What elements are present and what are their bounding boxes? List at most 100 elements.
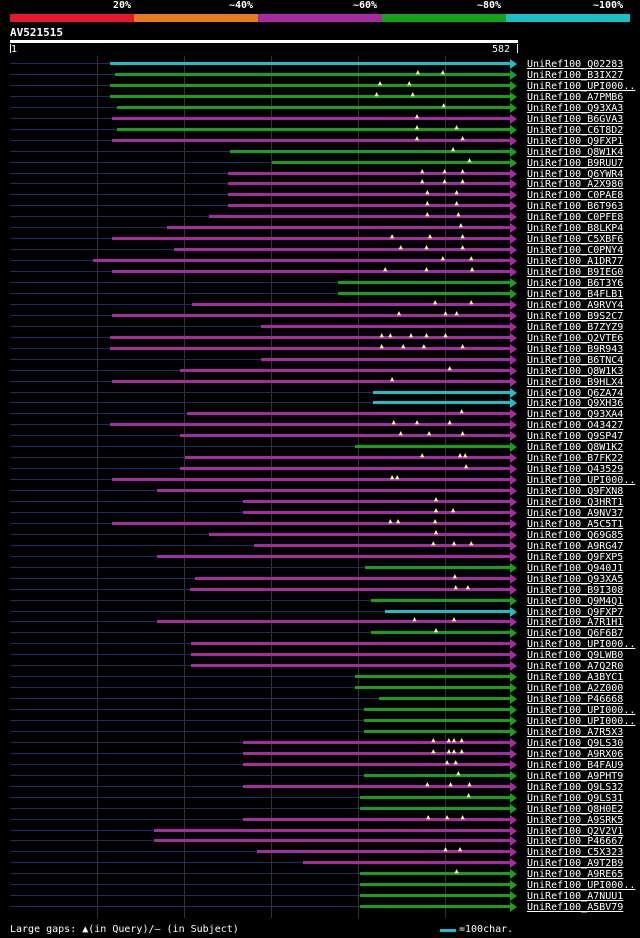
hit-label-link[interactable]: UniRef100_A7Q2R0 [527,661,624,673]
hit-label-link[interactable]: UniRef100_A2Z000 [527,683,624,695]
hit-label-link[interactable]: UniRef100_B3IX27 [527,69,624,81]
hit-alignment-bar[interactable] [192,302,510,306]
hit-alignment-bar[interactable] [337,291,510,295]
hit-alignment-bar[interactable] [112,270,510,274]
hit-label-link[interactable]: UniRef100_B9IEG0 [527,267,624,279]
hit-alignment-bar[interactable] [379,697,510,701]
hit-alignment-bar[interactable] [253,543,510,547]
hit-label-link[interactable]: UniRef100_UPI000.. [527,716,636,727]
hit-alignment-bar[interactable] [109,83,510,87]
hit-label-link[interactable]: UniRef100_B6T3Y6 [527,278,624,289]
hit-alignment-bar[interactable] [271,160,510,164]
hit-label-link[interactable]: UniRef100_C5XBF6 [527,234,624,246]
hit-alignment-bar[interactable] [109,346,510,350]
hit-label-link[interactable]: UniRef100_UPI000.. [527,639,636,651]
hit-label-link[interactable]: UniRef100_B9RUU7 [527,157,624,169]
hit-alignment-bar[interactable] [112,313,510,317]
hit-label-link[interactable]: UniRef100_Q9LS30 [527,737,624,749]
hit-label-link[interactable]: UniRef100_Q8W1K4 [527,146,624,158]
hit-alignment-bar[interactable] [355,445,510,449]
hit-alignment-bar[interactable] [157,554,510,558]
hit-label-link[interactable]: UniRef100_Q2VTE6 [527,332,624,344]
hit-alignment-bar[interactable] [157,489,510,493]
hit-alignment-bar[interactable] [112,116,510,120]
hit-alignment-bar[interactable] [355,675,510,679]
hit-label-link[interactable]: UniRef100_UPI000.. [527,705,636,717]
hit-label-link[interactable]: UniRef100_Q9M4Q1 [527,595,624,607]
hit-alignment-bar[interactable] [116,105,510,109]
hit-alignment-bar[interactable] [355,686,510,690]
hit-alignment-bar[interactable] [360,894,510,898]
hit-label-link[interactable]: UniRef100_Q9XH36 [527,398,624,410]
hit-label-link[interactable]: UniRef100_Q2V2V1 [527,825,624,837]
hit-label-link[interactable]: UniRef100_B6TNC4 [527,354,624,366]
hit-label-link[interactable]: UniRef100_A2X980 [527,179,624,191]
hit-alignment-bar[interactable] [363,708,510,712]
hit-alignment-bar[interactable] [112,521,510,525]
hit-alignment-bar[interactable] [243,817,510,821]
hit-label-link[interactable]: UniRef100_UPI000.. [527,880,636,892]
hit-alignment-bar[interactable] [184,456,510,460]
hit-label-link[interactable]: UniRef100_Q8W1K2 [527,442,624,454]
hit-alignment-bar[interactable] [243,751,510,755]
hit-alignment-bar[interactable] [373,390,510,394]
hit-label-link[interactable]: UniRef100_Q9LS31 [527,792,624,804]
hit-alignment-bar[interactable] [109,94,510,98]
hit-label-link[interactable]: UniRef100_A9T2B9 [527,858,624,870]
hit-label-link[interactable]: UniRef100_Q02283 [527,59,624,70]
hit-alignment-bar[interactable] [112,478,510,482]
hit-label-link[interactable]: UniRef100_Q3HRT1 [527,497,624,508]
hit-label-link[interactable]: UniRef100_A1DR77 [527,256,624,268]
hit-label-link[interactable]: UniRef100_Q9FXP1 [527,135,624,147]
hit-label-link[interactable]: UniRef100_B9S2C7 [527,310,624,322]
hit-label-link[interactable]: UniRef100_A9RE65 [527,869,624,881]
hit-alignment-bar[interactable] [360,905,510,909]
hit-label-link[interactable]: UniRef100_B6GVA3 [527,113,624,125]
hit-label-link[interactable]: UniRef100_A9PHT9 [527,770,624,782]
hit-label-link[interactable]: UniRef100_Q6ZA74 [527,387,624,399]
hit-alignment-bar[interactable] [261,357,510,361]
hit-alignment-bar[interactable] [114,72,510,76]
hit-label-link[interactable]: UniRef100_Q8H0E2 [527,803,624,815]
hit-label-link[interactable]: UniRef100_Q9FXP7 [527,606,624,618]
hit-label-link[interactable]: UniRef100_C0PAE8 [527,190,624,202]
hit-label-link[interactable]: UniRef100_B7FK22 [527,453,624,465]
hit-label-link[interactable]: UniRef100_A7NUU1 [527,891,624,903]
hit-alignment-bar[interactable] [227,193,510,197]
hit-label-link[interactable]: UniRef100_A9NV37 [527,507,624,519]
hit-label-link[interactable]: UniRef100_Q6F6B7 [527,628,624,640]
hit-label-link[interactable]: UniRef100_C5X323 [527,847,624,859]
hit-alignment-bar[interactable] [153,839,510,843]
hit-label-link[interactable]: UniRef100_Q9FXN8 [527,486,624,498]
hit-label-link[interactable]: UniRef100_A9RX06 [527,748,624,760]
hit-label-link[interactable]: UniRef100_Q93XA4 [527,409,624,421]
hit-label-link[interactable]: UniRef100_P46668 [527,694,624,706]
hit-label-link[interactable]: UniRef100_B9HLX4 [527,376,624,388]
hit-label-link[interactable]: UniRef100_A9RVY4 [527,299,624,311]
hit-label-link[interactable]: UniRef100_Q8W1K3 [527,365,624,377]
hit-alignment-bar[interactable] [230,149,510,153]
hit-label-link[interactable]: UniRef100_B8LKP4 [527,223,624,235]
hit-label-link[interactable]: UniRef100_Q9FXP5 [527,551,624,563]
hit-label-link[interactable]: UniRef100_O43427 [527,420,624,432]
hit-alignment-bar[interactable] [243,784,510,788]
hit-label-link[interactable]: UniRef100_C0PFE8 [527,212,624,224]
hit-label-link[interactable]: UniRef100_Q940J1 [527,562,624,574]
hit-label-link[interactable]: UniRef100_Q69G85 [527,529,624,541]
hit-alignment-bar[interactable] [179,434,510,438]
hit-alignment-bar[interactable] [112,379,510,383]
hit-alignment-bar[interactable] [243,510,510,514]
hit-alignment-bar[interactable] [179,368,510,372]
hit-label-link[interactable]: UniRef100_B4FAU9 [527,759,624,771]
hit-alignment-bar[interactable] [187,412,510,416]
hit-alignment-bar[interactable] [190,653,510,657]
hit-label-link[interactable]: UniRef100_B4FLB1 [527,288,624,300]
hit-alignment-bar[interactable] [189,587,510,591]
hit-alignment-bar[interactable] [373,401,510,405]
hit-alignment-bar[interactable] [243,762,510,766]
hit-alignment-bar[interactable] [227,182,510,186]
hit-alignment-bar[interactable] [208,532,510,536]
hit-alignment-bar[interactable] [208,215,510,219]
hit-label-link[interactable]: UniRef100_B9R943 [527,343,624,355]
hit-label-link[interactable]: UniRef100_Q9SP47 [527,431,624,443]
